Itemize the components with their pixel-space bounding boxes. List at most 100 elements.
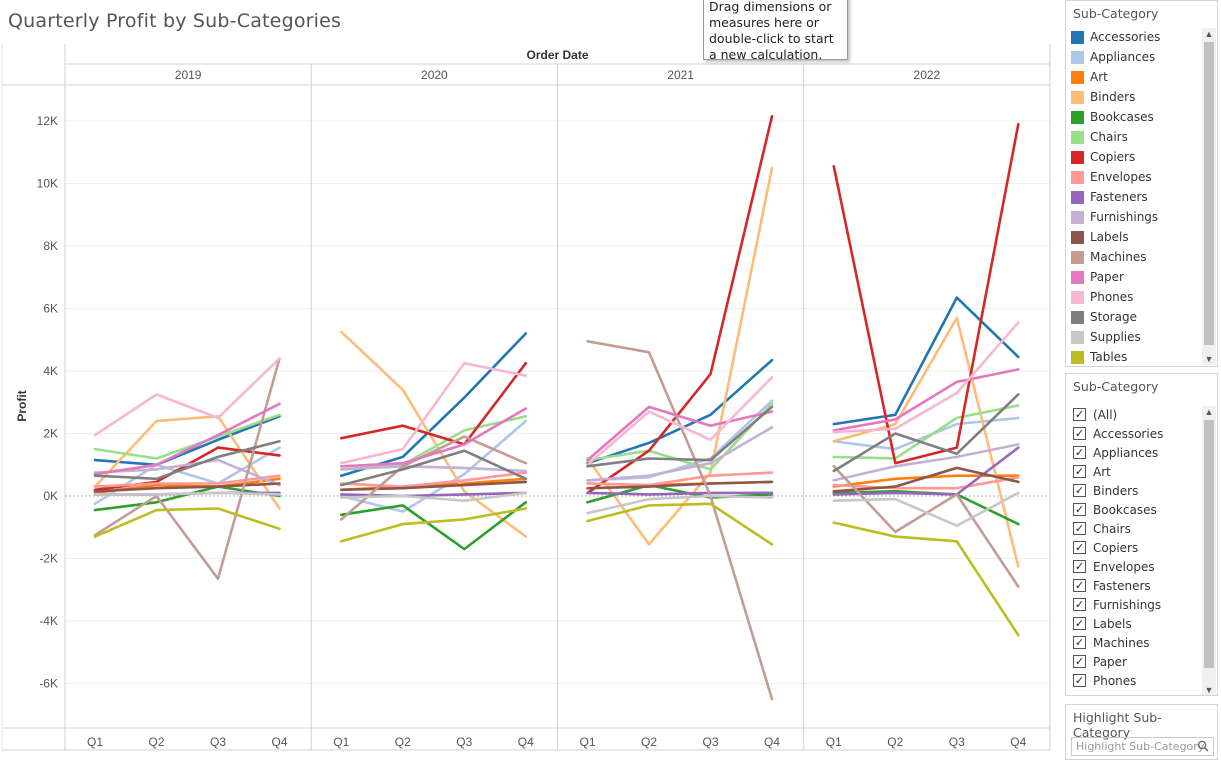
legend-item[interactable]: Chairs	[1071, 127, 1128, 147]
legend-item[interactable]: Labels	[1071, 227, 1129, 247]
legend-item[interactable]: Art	[1071, 67, 1108, 87]
series-line-paper	[339, 407, 528, 468]
series-line-supplies	[832, 491, 1020, 528]
legend-item[interactable]: Fasteners	[1071, 187, 1148, 207]
series-line-chairs	[93, 413, 281, 460]
filter-label: Bookcases	[1093, 502, 1157, 517]
filter-item[interactable]: ✓ Envelopes	[1073, 557, 1155, 576]
legend-label: Phones	[1090, 290, 1134, 304]
checkbox[interactable]: ✓	[1073, 408, 1086, 421]
legend-item[interactable]: Appliances	[1071, 47, 1155, 67]
legend-swatch	[1071, 110, 1084, 124]
legend-item[interactable]: Furnishings	[1071, 207, 1158, 227]
legend-swatch	[1071, 190, 1084, 204]
checkbox[interactable]: ✓	[1073, 522, 1086, 535]
legend-item[interactable]: Envelopes	[1071, 167, 1152, 187]
filter-item[interactable]: ✓ Machines	[1073, 633, 1149, 652]
series-line-storage	[93, 439, 281, 481]
filter-item[interactable]: ✓ Binders	[1073, 481, 1138, 500]
checkbox[interactable]: ✓	[1073, 465, 1086, 478]
filter-item[interactable]: ✓ Chairs	[1073, 519, 1131, 538]
series-line-labels	[586, 480, 774, 490]
series-line-fasteners	[339, 491, 528, 498]
filter-label: Accessories	[1093, 426, 1164, 441]
legend-item[interactable]: Machines	[1071, 247, 1146, 267]
checkbox[interactable]: ✓	[1073, 617, 1086, 630]
checkbox[interactable]: ✓	[1073, 446, 1086, 459]
series-line-storage	[832, 393, 1020, 473]
filter-item[interactable]: ✓ Bookcases	[1073, 500, 1157, 519]
legend-item[interactable]: Phones	[1071, 287, 1133, 307]
filter-item[interactable]: ✓ Copiers	[1073, 538, 1138, 557]
column-header: Order Date	[526, 48, 588, 62]
filter-item[interactable]: ✓ Furnishings	[1073, 595, 1161, 614]
legend-label: Accessories	[1090, 30, 1161, 44]
legend-label: Fasteners	[1090, 190, 1148, 204]
scroll-up-icon[interactable]: ▲	[1204, 407, 1214, 417]
legend-item[interactable]: Storage	[1071, 307, 1137, 327]
x-tick-label: Q3	[949, 735, 965, 749]
highlight-title: Highlight Sub-Category	[1073, 710, 1162, 740]
legend-item[interactable]: Tables	[1071, 347, 1127, 367]
filter-item[interactable]: ✓ Labels	[1073, 614, 1132, 633]
legend-swatch	[1071, 290, 1084, 304]
legend-item[interactable]: Paper	[1071, 267, 1124, 287]
series-lines	[93, 115, 1020, 701]
highlight-search-input[interactable]: Highlight Sub-Category	[1071, 737, 1214, 756]
filter-item[interactable]: ✓ (All)	[1073, 405, 1117, 424]
filter-scrollbar[interactable]: ▲ ▼	[1202, 406, 1216, 695]
legend-item[interactable]: Accessories	[1071, 27, 1160, 47]
legend-label: Machines	[1090, 250, 1147, 264]
filter-label: Art	[1093, 464, 1111, 479]
filter-item[interactable]: ✓ Fasteners	[1073, 576, 1151, 595]
checkbox[interactable]: ✓	[1073, 655, 1086, 668]
series-line-storage	[339, 449, 528, 487]
series-line-fasteners	[586, 491, 774, 496]
chart-title: Quarterly Profit by Sub-Categories	[8, 10, 342, 32]
highlight-panel: Highlight Sub-Category Highlight Sub-Cat…	[1065, 704, 1218, 760]
filter-label: Machines	[1093, 635, 1150, 650]
legend-item[interactable]: Supplies	[1071, 327, 1141, 347]
series-line-furnishings	[586, 425, 774, 482]
checkbox[interactable]: ✓	[1073, 636, 1086, 649]
series-line-copiers	[586, 115, 774, 495]
checkbox[interactable]: ✓	[1073, 598, 1086, 611]
series-line-paper	[586, 405, 774, 462]
series-line-phones	[586, 375, 774, 467]
year-header: 2021	[667, 68, 694, 82]
scroll-up-icon[interactable]: ▲	[1204, 29, 1214, 39]
scroll-down-icon[interactable]: ▼	[1204, 685, 1214, 695]
checkbox[interactable]: ✓	[1073, 560, 1086, 573]
checkbox[interactable]: ✓	[1073, 541, 1086, 554]
checkbox[interactable]: ✓	[1073, 427, 1086, 440]
legend-label: Binders	[1090, 90, 1136, 104]
y-tick-label: 2K	[43, 427, 58, 441]
checkbox[interactable]: ✓	[1073, 484, 1086, 497]
checkbox[interactable]: ✓	[1073, 674, 1086, 687]
legend-label: Appliances	[1090, 50, 1156, 64]
y-tick-label: 12K	[37, 114, 58, 128]
checkbox[interactable]: ✓	[1073, 503, 1086, 516]
series-line-machines	[339, 435, 528, 521]
legend-item[interactable]: Binders	[1071, 87, 1135, 107]
legend-scroll-thumb[interactable]	[1204, 42, 1214, 345]
filter-item[interactable]: ✓ Paper	[1073, 652, 1127, 671]
filter-item[interactable]: ✓ Accessories	[1073, 424, 1163, 443]
series-line-accessories	[832, 296, 1020, 426]
series-line-machines	[93, 357, 281, 581]
legend-scrollbar[interactable]: ▲ ▼	[1202, 28, 1216, 365]
checkbox[interactable]: ✓	[1073, 579, 1086, 592]
filter-label: Phones	[1093, 673, 1137, 688]
filter-label: Labels	[1093, 616, 1132, 631]
legend-item[interactable]: Copiers	[1071, 147, 1135, 167]
filter-item[interactable]: ✓ Appliances	[1073, 443, 1158, 462]
legend-item[interactable]: Bookcases	[1071, 107, 1154, 127]
x-tick-label: Q1	[579, 735, 595, 749]
legend-swatch	[1071, 250, 1084, 264]
filter-item[interactable]: ✓ Phones	[1073, 671, 1136, 690]
scroll-down-icon[interactable]: ▼	[1204, 354, 1214, 364]
x-tick-label: Q2	[395, 735, 411, 749]
filter-item[interactable]: ✓ Art	[1073, 462, 1111, 481]
legend-swatch	[1071, 270, 1084, 284]
filter-scroll-thumb[interactable]	[1204, 420, 1214, 668]
